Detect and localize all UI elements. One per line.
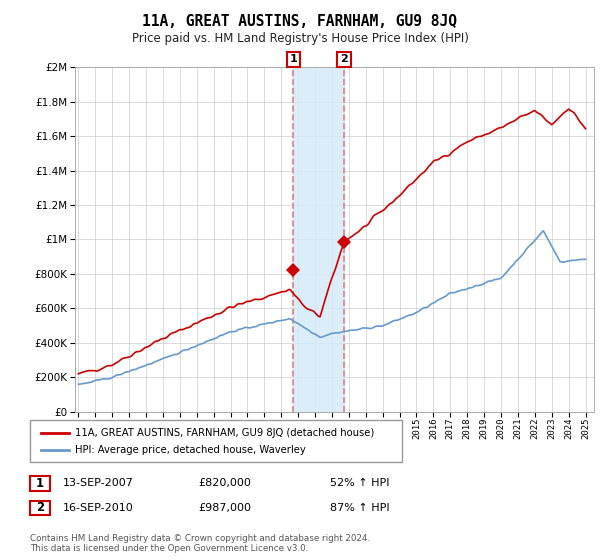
Text: 1: 1 xyxy=(289,54,297,64)
Text: 16-SEP-2010: 16-SEP-2010 xyxy=(63,503,134,513)
Text: Price paid vs. HM Land Registry's House Price Index (HPI): Price paid vs. HM Land Registry's House … xyxy=(131,32,469,45)
Text: £820,000: £820,000 xyxy=(198,478,251,488)
Text: 13-SEP-2007: 13-SEP-2007 xyxy=(63,478,134,488)
Text: 87% ↑ HPI: 87% ↑ HPI xyxy=(330,503,389,513)
Text: 11A, GREAT AUSTINS, FARNHAM, GU9 8JQ: 11A, GREAT AUSTINS, FARNHAM, GU9 8JQ xyxy=(143,14,458,29)
Text: £987,000: £987,000 xyxy=(198,503,251,513)
Text: HPI: Average price, detached house, Waverley: HPI: Average price, detached house, Wave… xyxy=(75,445,306,455)
Bar xyxy=(293,67,344,412)
Text: 52% ↑ HPI: 52% ↑ HPI xyxy=(330,478,389,488)
Text: 1: 1 xyxy=(36,477,44,490)
Text: 11A, GREAT AUSTINS, FARNHAM, GU9 8JQ (detached house): 11A, GREAT AUSTINS, FARNHAM, GU9 8JQ (de… xyxy=(75,428,374,437)
Text: 2: 2 xyxy=(340,54,348,64)
Text: Contains HM Land Registry data © Crown copyright and database right 2024.
This d: Contains HM Land Registry data © Crown c… xyxy=(30,534,370,553)
Text: 2: 2 xyxy=(36,501,44,515)
